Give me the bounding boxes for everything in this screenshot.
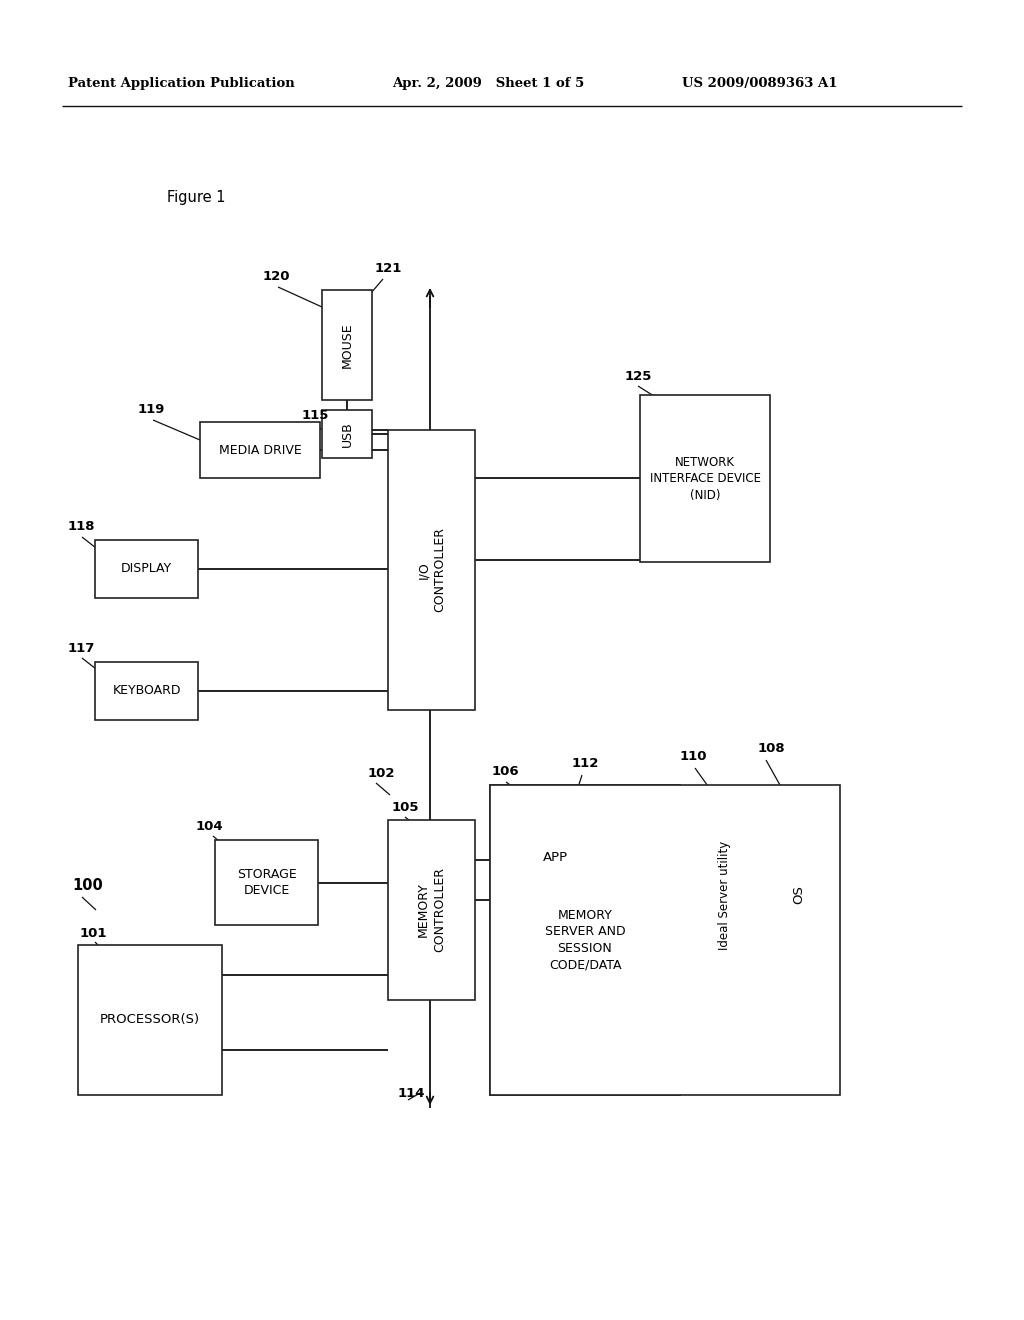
Text: 120: 120 xyxy=(263,271,291,282)
Bar xyxy=(388,820,475,1001)
Text: 118: 118 xyxy=(68,520,95,533)
Text: I/O
CONTROLLER: I/O CONTROLLER xyxy=(417,528,446,612)
Bar xyxy=(200,422,319,478)
Text: 117: 117 xyxy=(68,642,95,655)
Bar xyxy=(322,411,372,458)
Text: PROCESSOR(S): PROCESSOR(S) xyxy=(100,1014,200,1027)
Text: 102: 102 xyxy=(368,767,395,780)
Text: NETWORK
INTERFACE DEVICE
(NID): NETWORK INTERFACE DEVICE (NID) xyxy=(649,455,761,502)
Text: Apr. 2, 2009   Sheet 1 of 5: Apr. 2, 2009 Sheet 1 of 5 xyxy=(392,77,585,90)
Text: Ideal Server utility: Ideal Server utility xyxy=(718,841,731,949)
Bar xyxy=(640,395,770,562)
Text: Patent Application Publication: Patent Application Publication xyxy=(68,77,295,90)
Text: MEMORY
SERVER AND
SESSION
CODE/DATA: MEMORY SERVER AND SESSION CODE/DATA xyxy=(545,908,626,972)
Bar xyxy=(767,800,830,990)
Text: KEYBOARD: KEYBOARD xyxy=(113,685,181,697)
Bar xyxy=(95,540,198,598)
Text: MEDIA DRIVE: MEDIA DRIVE xyxy=(219,444,301,457)
Bar xyxy=(215,840,318,925)
Bar xyxy=(693,800,756,990)
Bar xyxy=(78,945,222,1096)
Bar xyxy=(95,663,198,719)
Bar xyxy=(490,785,680,1096)
Text: 100: 100 xyxy=(72,878,102,894)
Text: DISPLAY: DISPLAY xyxy=(121,562,172,576)
Text: MEMORY
CONTROLLER: MEMORY CONTROLLER xyxy=(417,867,446,953)
Text: 112: 112 xyxy=(572,756,599,770)
Bar xyxy=(322,290,372,400)
Text: 114: 114 xyxy=(398,1086,426,1100)
Text: OS: OS xyxy=(792,886,805,904)
Bar xyxy=(510,820,600,895)
Text: 105: 105 xyxy=(392,801,420,814)
Text: USB: USB xyxy=(341,421,353,447)
Text: 106: 106 xyxy=(492,766,519,777)
Text: 110: 110 xyxy=(680,750,708,763)
Text: 121: 121 xyxy=(375,261,402,275)
Text: 108: 108 xyxy=(758,742,785,755)
Text: 125: 125 xyxy=(625,370,652,383)
Text: 119: 119 xyxy=(138,403,165,416)
Text: 115: 115 xyxy=(302,409,330,422)
Text: 101: 101 xyxy=(80,927,108,940)
Text: Figure 1: Figure 1 xyxy=(167,190,225,205)
Bar xyxy=(490,785,840,1096)
Text: STORAGE
DEVICE: STORAGE DEVICE xyxy=(237,867,296,898)
Bar xyxy=(388,430,475,710)
Text: 104: 104 xyxy=(196,820,223,833)
Text: US 2009/0089363 A1: US 2009/0089363 A1 xyxy=(682,77,838,90)
Text: MOUSE: MOUSE xyxy=(341,322,353,368)
Text: APP: APP xyxy=(543,851,567,865)
